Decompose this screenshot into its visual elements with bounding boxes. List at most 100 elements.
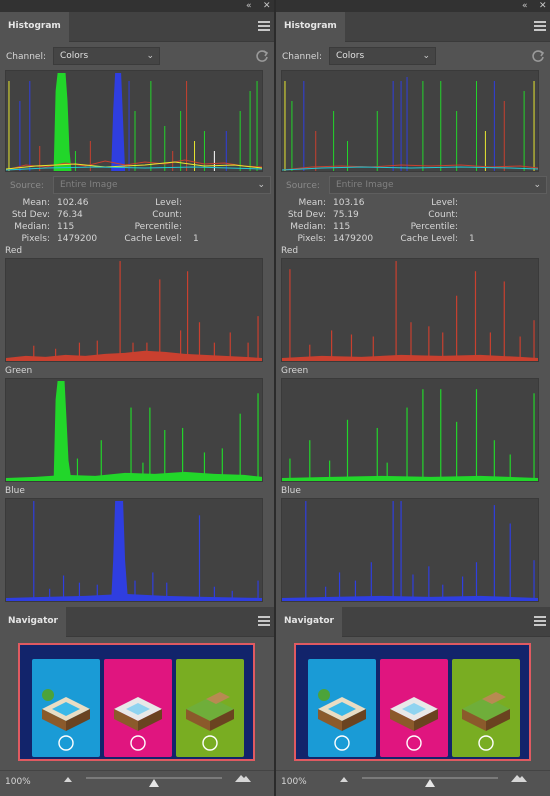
navigator-zoom-bar: 100% — [276, 770, 550, 796]
tab-navigator[interactable]: Navigator — [276, 607, 342, 637]
blue-channel-label: Blue — [281, 486, 301, 496]
median-label: Median: — [290, 222, 326, 232]
mean-value: 103.16 — [333, 198, 365, 208]
zoom-out-icon[interactable] — [62, 775, 74, 783]
std-dev-label: Std Dev: — [287, 210, 326, 220]
navigator-preview[interactable] — [18, 643, 255, 761]
green-channel-label: Green — [5, 366, 33, 376]
collapse-icon[interactable]: « — [246, 1, 252, 11]
slider-thumb-icon[interactable] — [149, 779, 159, 787]
chevron-down-icon: ⌄ — [146, 51, 154, 61]
percentile-label: Percentile: — [410, 222, 458, 232]
cache-level-value: 1 — [469, 234, 475, 244]
zoom-in-icon[interactable] — [234, 773, 252, 783]
zoom-out-icon[interactable] — [338, 775, 350, 783]
green-histogram-graph — [281, 378, 539, 482]
channel-select[interactable]: Colors ⌄ — [329, 47, 436, 65]
std-dev-value: 76.34 — [57, 210, 83, 220]
navigator-preview[interactable] — [294, 643, 531, 761]
count-label: Count: — [428, 210, 458, 220]
navigator-tab-row: Navigator — [0, 607, 274, 637]
cache-level-value: 1 — [193, 234, 199, 244]
preview-card-magenta — [104, 659, 172, 757]
isometric-pool-icon — [42, 689, 90, 751]
composite-histogram-graph — [281, 70, 539, 172]
composite-histogram-graph — [5, 70, 263, 172]
tab-histogram[interactable]: Histogram — [0, 12, 69, 42]
panel-menu-icon[interactable] — [534, 616, 546, 626]
preview-card-green — [176, 659, 244, 757]
median-value: 115 — [57, 222, 75, 232]
panel-menu-icon[interactable] — [258, 616, 270, 626]
preview-card-magenta — [380, 659, 448, 757]
channel-label: Channel: — [6, 52, 46, 62]
preview-card-green — [452, 659, 520, 757]
source-value: Entire Image — [60, 180, 118, 190]
source-label: Source: — [10, 181, 44, 191]
channel-select[interactable]: Colors ⌄ — [53, 47, 160, 65]
pixels-value: 1479200 — [333, 234, 374, 244]
close-icon[interactable]: ✕ — [539, 1, 547, 11]
preview-card-cyan — [32, 659, 100, 757]
blue-histogram-graph — [5, 498, 263, 602]
navigator-zoom-bar: 100% — [0, 770, 274, 796]
refresh-icon[interactable] — [531, 49, 545, 63]
red-channel-label: Red — [5, 246, 23, 256]
tab-navigator[interactable]: Navigator — [0, 607, 66, 637]
panel-menu-icon[interactable] — [258, 21, 270, 31]
panel-top-bar: « ✕ — [0, 0, 274, 12]
red-histogram-graph — [5, 258, 263, 362]
std-dev-label: Std Dev: — [11, 210, 50, 220]
close-icon[interactable]: ✕ — [263, 1, 271, 11]
mean-label: Mean: — [22, 198, 50, 208]
pixels-label: Pixels: — [297, 234, 326, 244]
green-histogram-graph — [5, 378, 263, 482]
mean-value: 102.46 — [57, 198, 89, 208]
channel-value: Colors — [336, 51, 365, 61]
channel-label: Channel: — [282, 52, 322, 62]
preview-card-cyan — [308, 659, 376, 757]
chevron-down-icon: ⌄ — [422, 51, 430, 61]
isometric-pool-icon — [390, 697, 438, 751]
count-label: Count: — [152, 210, 182, 220]
blue-histogram-graph — [281, 498, 539, 602]
percentile-label: Percentile: — [134, 222, 182, 232]
pixels-value: 1479200 — [57, 234, 98, 244]
zoom-percentage[interactable]: 100% — [5, 777, 31, 787]
green-channel-label: Green — [281, 366, 309, 376]
red-channel-label: Red — [281, 246, 299, 256]
zoom-slider-track[interactable] — [86, 777, 222, 779]
slider-thumb-icon[interactable] — [425, 779, 435, 787]
histogram-tab-row: Histogram — [0, 12, 274, 42]
chevron-down-icon: ⌄ — [533, 180, 541, 190]
isometric-pool-icon — [318, 689, 366, 751]
level-label: Level: — [431, 198, 458, 208]
histogram-tab-row: Histogram — [276, 12, 550, 42]
cache-level-label: Cache Level: — [124, 234, 182, 244]
source-select[interactable]: Entire Image ⌄ — [329, 176, 547, 194]
zoom-in-icon[interactable] — [510, 773, 528, 783]
mean-label: Mean: — [298, 198, 326, 208]
collapse-icon[interactable]: « — [522, 1, 528, 11]
source-select[interactable]: Entire Image ⌄ — [53, 176, 271, 194]
red-histogram-graph — [281, 258, 539, 362]
isometric-house-icon — [462, 692, 510, 751]
median-value: 115 — [333, 222, 351, 232]
navigator-tab-row: Navigator — [276, 607, 550, 637]
isometric-house-icon — [186, 692, 234, 751]
isometric-pool-icon — [114, 697, 162, 751]
refresh-icon[interactable] — [255, 49, 269, 63]
channel-value: Colors — [60, 51, 89, 61]
tab-histogram[interactable]: Histogram — [276, 12, 345, 42]
histogram-panel-right: « ✕ Histogram Channel: Colors ⌄ — [276, 0, 550, 796]
panel-top-bar: « ✕ — [276, 0, 550, 12]
panel-menu-icon[interactable] — [534, 21, 546, 31]
blue-channel-label: Blue — [5, 486, 25, 496]
median-label: Median: — [14, 222, 50, 232]
histogram-panel-left: « ✕ Histogram Channel: Colors ⌄ — [0, 0, 274, 796]
chevron-down-icon: ⌄ — [257, 180, 265, 190]
pixels-label: Pixels: — [21, 234, 50, 244]
level-label: Level: — [155, 198, 182, 208]
zoom-slider-track[interactable] — [362, 777, 498, 779]
zoom-percentage[interactable]: 100% — [281, 777, 307, 787]
